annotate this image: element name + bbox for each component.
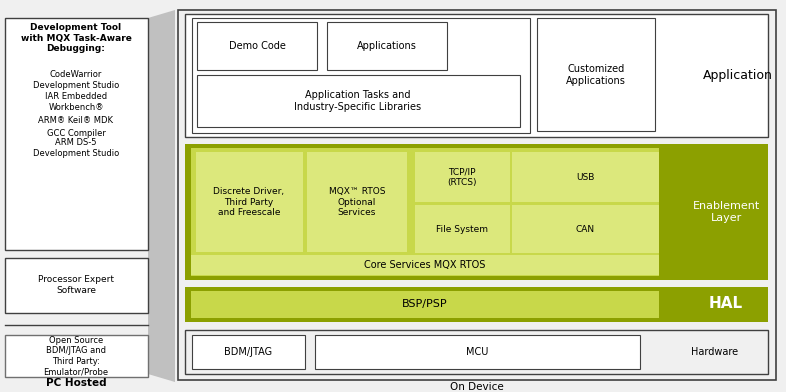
Bar bbox=[191, 148, 659, 276]
Text: Processor Expert
Software: Processor Expert Software bbox=[38, 275, 114, 295]
Text: BSP/PSP: BSP/PSP bbox=[402, 299, 448, 309]
Text: On Device: On Device bbox=[450, 382, 504, 392]
Bar bbox=[185, 330, 768, 374]
Text: Core Services MQX RTOS: Core Services MQX RTOS bbox=[365, 260, 486, 270]
Text: CodeWarrior
Development Studio: CodeWarrior Development Studio bbox=[33, 70, 119, 90]
Text: CAN: CAN bbox=[575, 225, 594, 234]
Text: File System: File System bbox=[436, 225, 488, 234]
Text: Application: Application bbox=[703, 69, 773, 82]
Text: BDM/JTAG: BDM/JTAG bbox=[224, 347, 272, 357]
Bar bbox=[185, 144, 768, 280]
Bar bbox=[192, 335, 305, 369]
Text: Open Source
BDM/JTAG and
Third Party:
Emulator/Probe: Open Source BDM/JTAG and Third Party: Em… bbox=[43, 336, 108, 376]
Text: PC Hosted: PC Hosted bbox=[46, 378, 106, 388]
Polygon shape bbox=[148, 10, 175, 382]
Text: Enablement
Layer: Enablement Layer bbox=[692, 201, 759, 223]
Bar bbox=[191, 291, 659, 318]
Text: HAL: HAL bbox=[709, 296, 743, 312]
Bar bbox=[5, 18, 148, 250]
Bar bbox=[512, 152, 659, 202]
Bar bbox=[5, 335, 148, 377]
Bar bbox=[415, 152, 510, 202]
Text: Customized
Applications: Customized Applications bbox=[566, 64, 626, 86]
Bar bbox=[512, 205, 659, 253]
Bar bbox=[327, 22, 447, 70]
Text: MCU: MCU bbox=[466, 347, 488, 357]
Text: Discrete Driver,
Third Party
and Freescale: Discrete Driver, Third Party and Freesca… bbox=[214, 187, 285, 217]
Bar bbox=[185, 14, 768, 137]
Bar bbox=[192, 18, 530, 133]
Text: Demo Code: Demo Code bbox=[229, 41, 285, 51]
Bar bbox=[178, 10, 776, 380]
Bar bbox=[5, 258, 148, 313]
Text: MQX™ RTOS
Optional
Services: MQX™ RTOS Optional Services bbox=[329, 187, 385, 217]
Bar bbox=[196, 152, 303, 252]
Bar bbox=[537, 18, 655, 131]
Text: USB: USB bbox=[576, 172, 594, 181]
Bar bbox=[197, 75, 520, 127]
Bar bbox=[307, 152, 407, 252]
Text: Development Tool
with MQX Task-Aware
Debugging:: Development Tool with MQX Task-Aware Deb… bbox=[20, 23, 131, 53]
Text: ARM DS-5
Development Studio: ARM DS-5 Development Studio bbox=[33, 138, 119, 158]
Text: GCC Compiler: GCC Compiler bbox=[46, 129, 105, 138]
Bar bbox=[197, 22, 317, 70]
Bar bbox=[315, 335, 640, 369]
Bar bbox=[415, 205, 510, 253]
Bar bbox=[191, 255, 659, 275]
Text: Hardware: Hardware bbox=[692, 347, 739, 357]
Text: TCP/IP
(RTCS): TCP/IP (RTCS) bbox=[447, 167, 477, 187]
Text: IAR Embedded
Workbench®: IAR Embedded Workbench® bbox=[45, 92, 107, 112]
Bar bbox=[185, 287, 768, 322]
Text: Application Tasks and
Industry-Specific Libraries: Application Tasks and Industry-Specific … bbox=[295, 90, 421, 112]
Text: ARM® Keil® MDK: ARM® Keil® MDK bbox=[39, 116, 113, 125]
Text: Applications: Applications bbox=[357, 41, 417, 51]
